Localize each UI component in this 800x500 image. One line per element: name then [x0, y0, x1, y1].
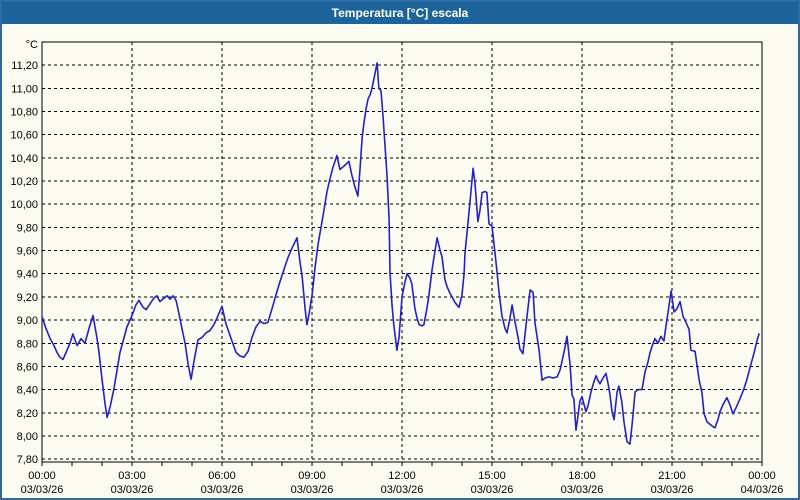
y-tick-label: 9,40: [17, 269, 38, 281]
y-tick-label: 10,20: [10, 176, 38, 188]
y-axis-labels: °C 7,80 8,00 8,20 8,40 8,60 8,80 9,00 9,20 9,40 9,…: [10, 39, 38, 466]
temperature-line: [41, 62, 760, 445]
x-tick-time-label: 06:00: [208, 470, 236, 482]
y-tick-label: 9,20: [17, 292, 38, 304]
y-tick-label: 9,60: [17, 246, 38, 258]
x-tick-date-label: 03/03/26: [111, 484, 154, 496]
x-tick-date-label: 03/03/26: [561, 484, 604, 496]
y-tick-label: 10,60: [10, 130, 38, 142]
x-tick-time-label: 00:00: [748, 470, 776, 482]
x-tick-date-label: 03/03/26: [21, 484, 64, 496]
y-axis-unit-label: °C: [26, 39, 38, 51]
y-tick-label: 10,00: [10, 199, 38, 211]
x-tick-date-label: 03/03/26: [201, 484, 244, 496]
x-tick-time-label: 09:00: [298, 470, 326, 482]
y-tick-label: 8,00: [17, 431, 38, 443]
x-tick-time-label: 15:00: [478, 470, 506, 482]
window-title-bar[interactable]: Temperatura [°C] escala: [2, 2, 798, 24]
x-tick-time-label: 21:00: [658, 470, 686, 482]
y-tick-label: 9,00: [17, 315, 38, 327]
y-tick-label: 8,40: [17, 385, 38, 397]
y-tick-label: 11,00: [11, 83, 38, 95]
window-title: Temperatura [°C] escala: [331, 6, 469, 20]
gridlines: [42, 42, 762, 462]
x-axis-labels: 00:00 03/03/26 03:00 03/03/26 06:00 03/03/26 0…: [21, 470, 784, 496]
y-tick-label: 8,20: [17, 408, 38, 420]
y-tick-label: 10,40: [10, 153, 38, 165]
x-tick-date-label: 04/03/26: [741, 484, 784, 496]
y-tick-label: 10,80: [10, 107, 38, 119]
x-tick-time-label: 18:00: [568, 470, 596, 482]
x-tick-time-label: 00:00: [28, 470, 56, 482]
x-tick-date-label: 03/03/26: [381, 484, 424, 496]
y-tick-label: 9,80: [17, 222, 38, 234]
x-tick-date-label: 03/03/26: [291, 484, 334, 496]
y-tick-label: 7,80: [17, 454, 38, 466]
x-tick-date-label: 03/03/26: [651, 484, 694, 496]
x-tick-date-label: 03/03/26: [471, 484, 514, 496]
y-tick-label: 11,20: [11, 60, 38, 72]
y-tick-label: 8,80: [17, 338, 38, 350]
y-tick-label: 8,60: [17, 361, 38, 373]
x-axis-ticks: [41, 462, 763, 466]
x-tick-time-label: 12:00: [388, 470, 416, 482]
x-tick-time-label: 03:00: [118, 470, 146, 482]
